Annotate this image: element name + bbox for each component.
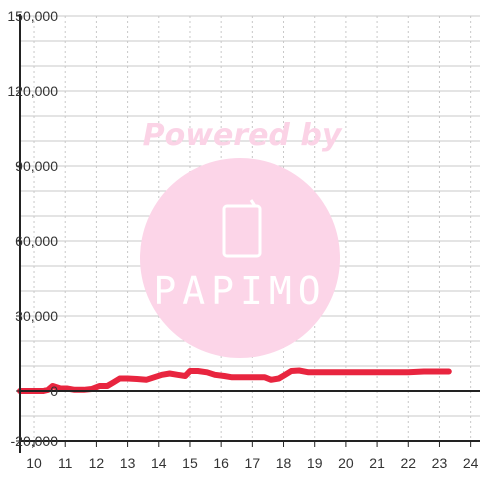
y-tick-label: 30,000 [15, 308, 58, 324]
y-tick-label: 150,000 [7, 8, 58, 24]
x-tick-label: 18 [276, 455, 292, 471]
x-tick-label: 20 [338, 455, 354, 471]
y-tick-label: 90,000 [15, 158, 58, 174]
series-line [17, 367, 452, 394]
y-tick-label: 60,000 [15, 233, 58, 249]
x-tick-label: 10 [26, 455, 42, 471]
x-tick-label: 17 [245, 455, 261, 471]
x-tick-label: 19 [307, 455, 323, 471]
x-tick-label: 12 [89, 455, 105, 471]
x-tick-label: 14 [151, 455, 167, 471]
y-tick-label: 120,000 [7, 83, 58, 99]
x-tick-label: 21 [369, 455, 385, 471]
watermark-circle [140, 158, 340, 358]
x-tick-label: 23 [432, 455, 448, 471]
x-tick-label: 15 [182, 455, 198, 471]
watermark: Powered by PAPIMO [140, 118, 343, 358]
vertical-gridlines [33, 16, 472, 441]
x-tick-label: 16 [213, 455, 229, 471]
phone-icon [222, 199, 262, 258]
x-tick-label: 13 [120, 455, 136, 471]
series-layer [17, 367, 452, 394]
y-tick-labels: -20,000 0 30,000 60,000 90,000 120,000 150,000 [7, 8, 58, 449]
watermark-text: Powered by [143, 118, 343, 153]
y-tick-label: 0 [50, 383, 58, 399]
y-tick-label: -20,000 [11, 433, 59, 449]
x-tick-label: 11 [58, 455, 73, 471]
x-tick-labels: 10 11 12 13 14 15 16 17 18 19 20 21 22 23 24 [26, 455, 478, 471]
axes [16, 14, 480, 453]
x-tick-label: 24 [463, 455, 479, 471]
watermark-logo-text: PAPIMO [153, 269, 326, 313]
x-tick-label: 22 [400, 455, 416, 471]
